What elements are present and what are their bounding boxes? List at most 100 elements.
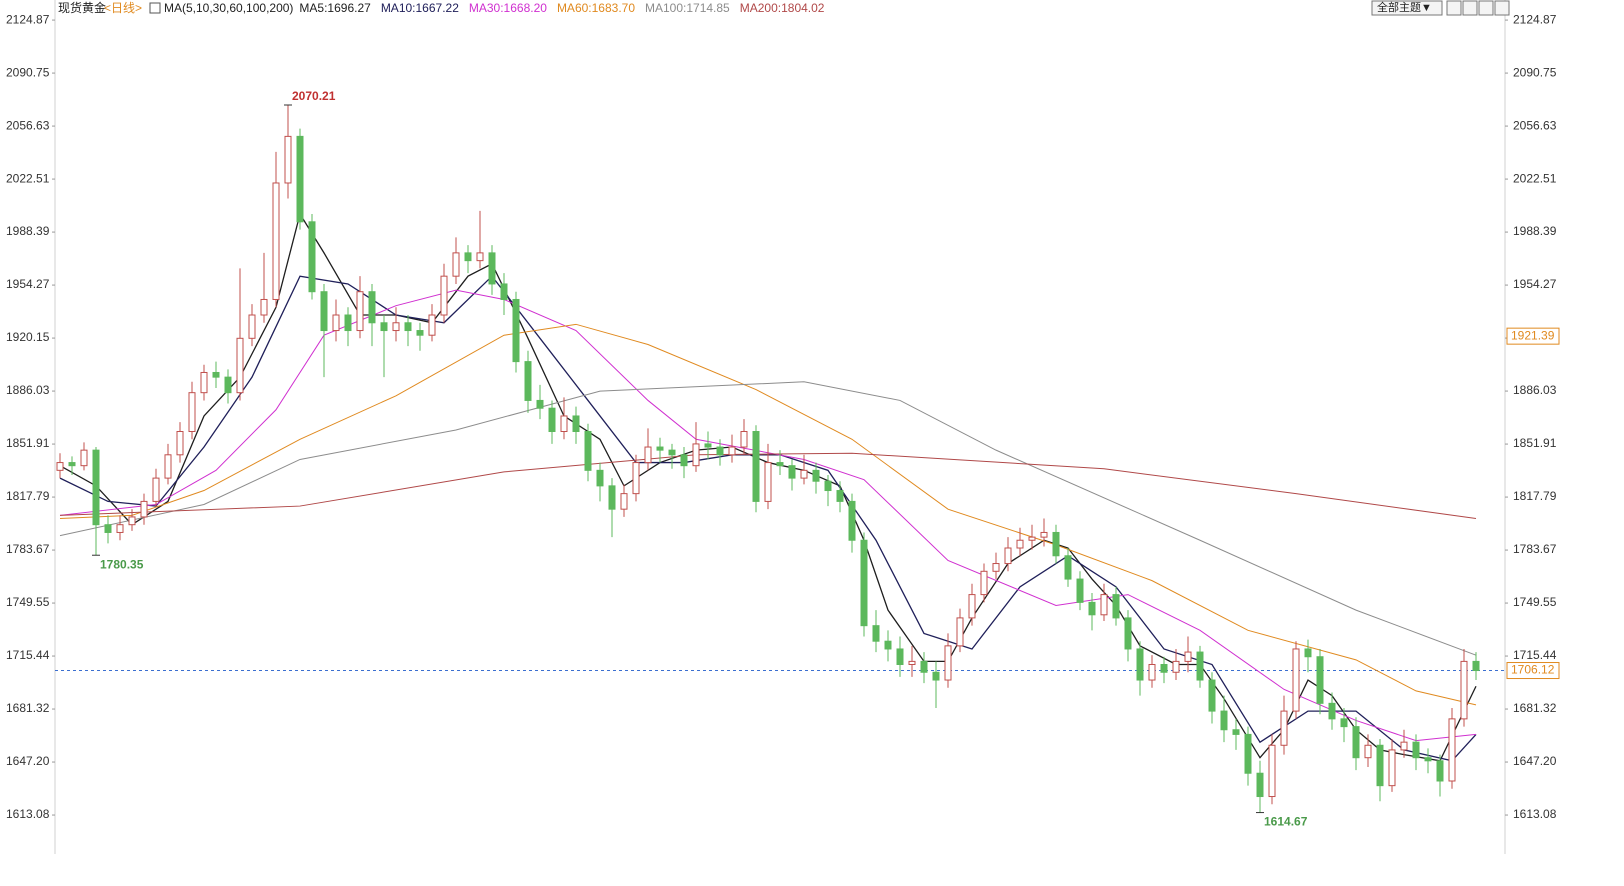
y-tick-label: 2090.75 — [6, 65, 50, 79]
price-box-label: 1706.12 — [1511, 663, 1555, 677]
candle-body — [932, 671, 940, 681]
candle-body — [1004, 547, 1012, 565]
candle-body — [176, 431, 184, 456]
candle-body — [440, 275, 448, 316]
candle-body — [1016, 539, 1024, 549]
candle-body — [1172, 660, 1180, 673]
candle-body — [104, 524, 112, 533]
candle-body — [464, 252, 472, 262]
candle-body — [584, 431, 592, 471]
candle-body — [1328, 702, 1336, 720]
header: 现货黄金 <日线> MA(5,10,30,60,100,200) MA5:169… — [58, 0, 825, 15]
candle-body — [320, 291, 328, 332]
candle-body — [1352, 726, 1360, 759]
y-tick-label: 2090.75 — [1513, 65, 1557, 79]
candle-body — [716, 446, 724, 456]
extreme-label: 1780.35 — [100, 557, 144, 571]
price-box — [1506, 662, 1560, 680]
candle-body — [536, 399, 544, 409]
candle-body — [1256, 772, 1264, 798]
y-tick-label: 1817.79 — [1513, 489, 1557, 503]
candle-body — [788, 465, 796, 479]
candle-body — [260, 298, 268, 316]
y-tick-label: 1886.03 — [1513, 383, 1557, 397]
candle-body — [452, 252, 460, 277]
ma-line — [59, 381, 1477, 656]
y-tick-label: 2056.63 — [1513, 118, 1557, 132]
ma-legend-label: MA30:1668.20 — [469, 1, 547, 15]
tool-icon[interactable] — [1446, 0, 1462, 16]
candle-body — [116, 524, 124, 533]
candle-body — [812, 469, 820, 482]
candle-body — [380, 322, 388, 332]
candle-body — [548, 407, 556, 433]
candle-body — [1088, 601, 1096, 616]
ma-line — [59, 275, 1477, 762]
candle-body — [476, 252, 484, 262]
candle-body — [488, 252, 496, 285]
candle-body — [188, 392, 196, 433]
candle-body — [524, 361, 532, 401]
candle-body — [728, 446, 736, 456]
candle-body — [308, 221, 316, 293]
y-tick-label: 1954.27 — [6, 277, 50, 291]
candle-body — [92, 449, 100, 526]
ma-legend-label: MA60:1683.70 — [557, 1, 635, 15]
candle-body — [1280, 710, 1288, 746]
y-tick-label: 2022.51 — [6, 171, 50, 185]
period: <日线> — [104, 1, 142, 15]
candle-body — [1196, 651, 1204, 681]
candle-body — [1232, 729, 1240, 735]
candle-body — [1388, 749, 1396, 787]
y-tick-label: 1988.39 — [6, 224, 50, 238]
candle-body — [1316, 656, 1324, 704]
ma-icon[interactable] — [149, 2, 161, 14]
candle-body — [416, 330, 424, 336]
candle-body — [596, 469, 604, 487]
candle-body — [1160, 663, 1168, 673]
candle-body — [428, 314, 436, 336]
y-tick-label: 1749.55 — [6, 595, 50, 609]
y-tick-label: 1886.03 — [6, 383, 50, 397]
y-tick-label: 1613.08 — [6, 807, 50, 821]
candle-body — [1208, 679, 1216, 712]
candle-body — [224, 376, 232, 394]
candle-body — [572, 415, 580, 433]
candle-body — [560, 415, 568, 433]
candle-body — [128, 516, 136, 526]
candle-body — [1304, 648, 1312, 658]
candle-body — [152, 477, 160, 502]
ma-line — [59, 289, 1477, 742]
candle-body — [692, 443, 700, 467]
tool-icon[interactable] — [1478, 0, 1494, 16]
candle-body — [1184, 651, 1192, 662]
y-tick-label: 2022.51 — [1513, 171, 1557, 185]
candle-body — [704, 443, 712, 448]
candle-body — [896, 648, 904, 665]
extreme-label: 2070.21 — [292, 89, 336, 103]
theme-button[interactable] — [1371, 0, 1443, 16]
candle-body — [1076, 578, 1084, 603]
y-tick-label: 1715.44 — [1513, 648, 1557, 662]
extreme-label: 1614.67 — [1264, 815, 1308, 829]
candle-body — [740, 431, 748, 448]
candle-body — [1424, 757, 1432, 762]
candle-body — [200, 371, 208, 394]
candle-body — [56, 462, 64, 471]
tool-icon[interactable] — [1494, 0, 1510, 16]
price-box-label: 1921.39 — [1511, 328, 1555, 342]
tool-icon[interactable] — [1462, 0, 1478, 16]
candle-body — [608, 485, 616, 510]
candle-body — [392, 322, 400, 332]
candle-body — [1124, 617, 1132, 650]
y-tick-label: 1647.20 — [6, 754, 50, 768]
candle-body — [1412, 741, 1420, 759]
candle-body — [500, 283, 508, 300]
candle-body — [404, 322, 412, 332]
candle-body — [1220, 710, 1228, 731]
ma-legend-label: MA200:1804.02 — [740, 1, 825, 15]
y-tick-label: 1954.27 — [1513, 277, 1557, 291]
candle-body — [356, 291, 364, 332]
